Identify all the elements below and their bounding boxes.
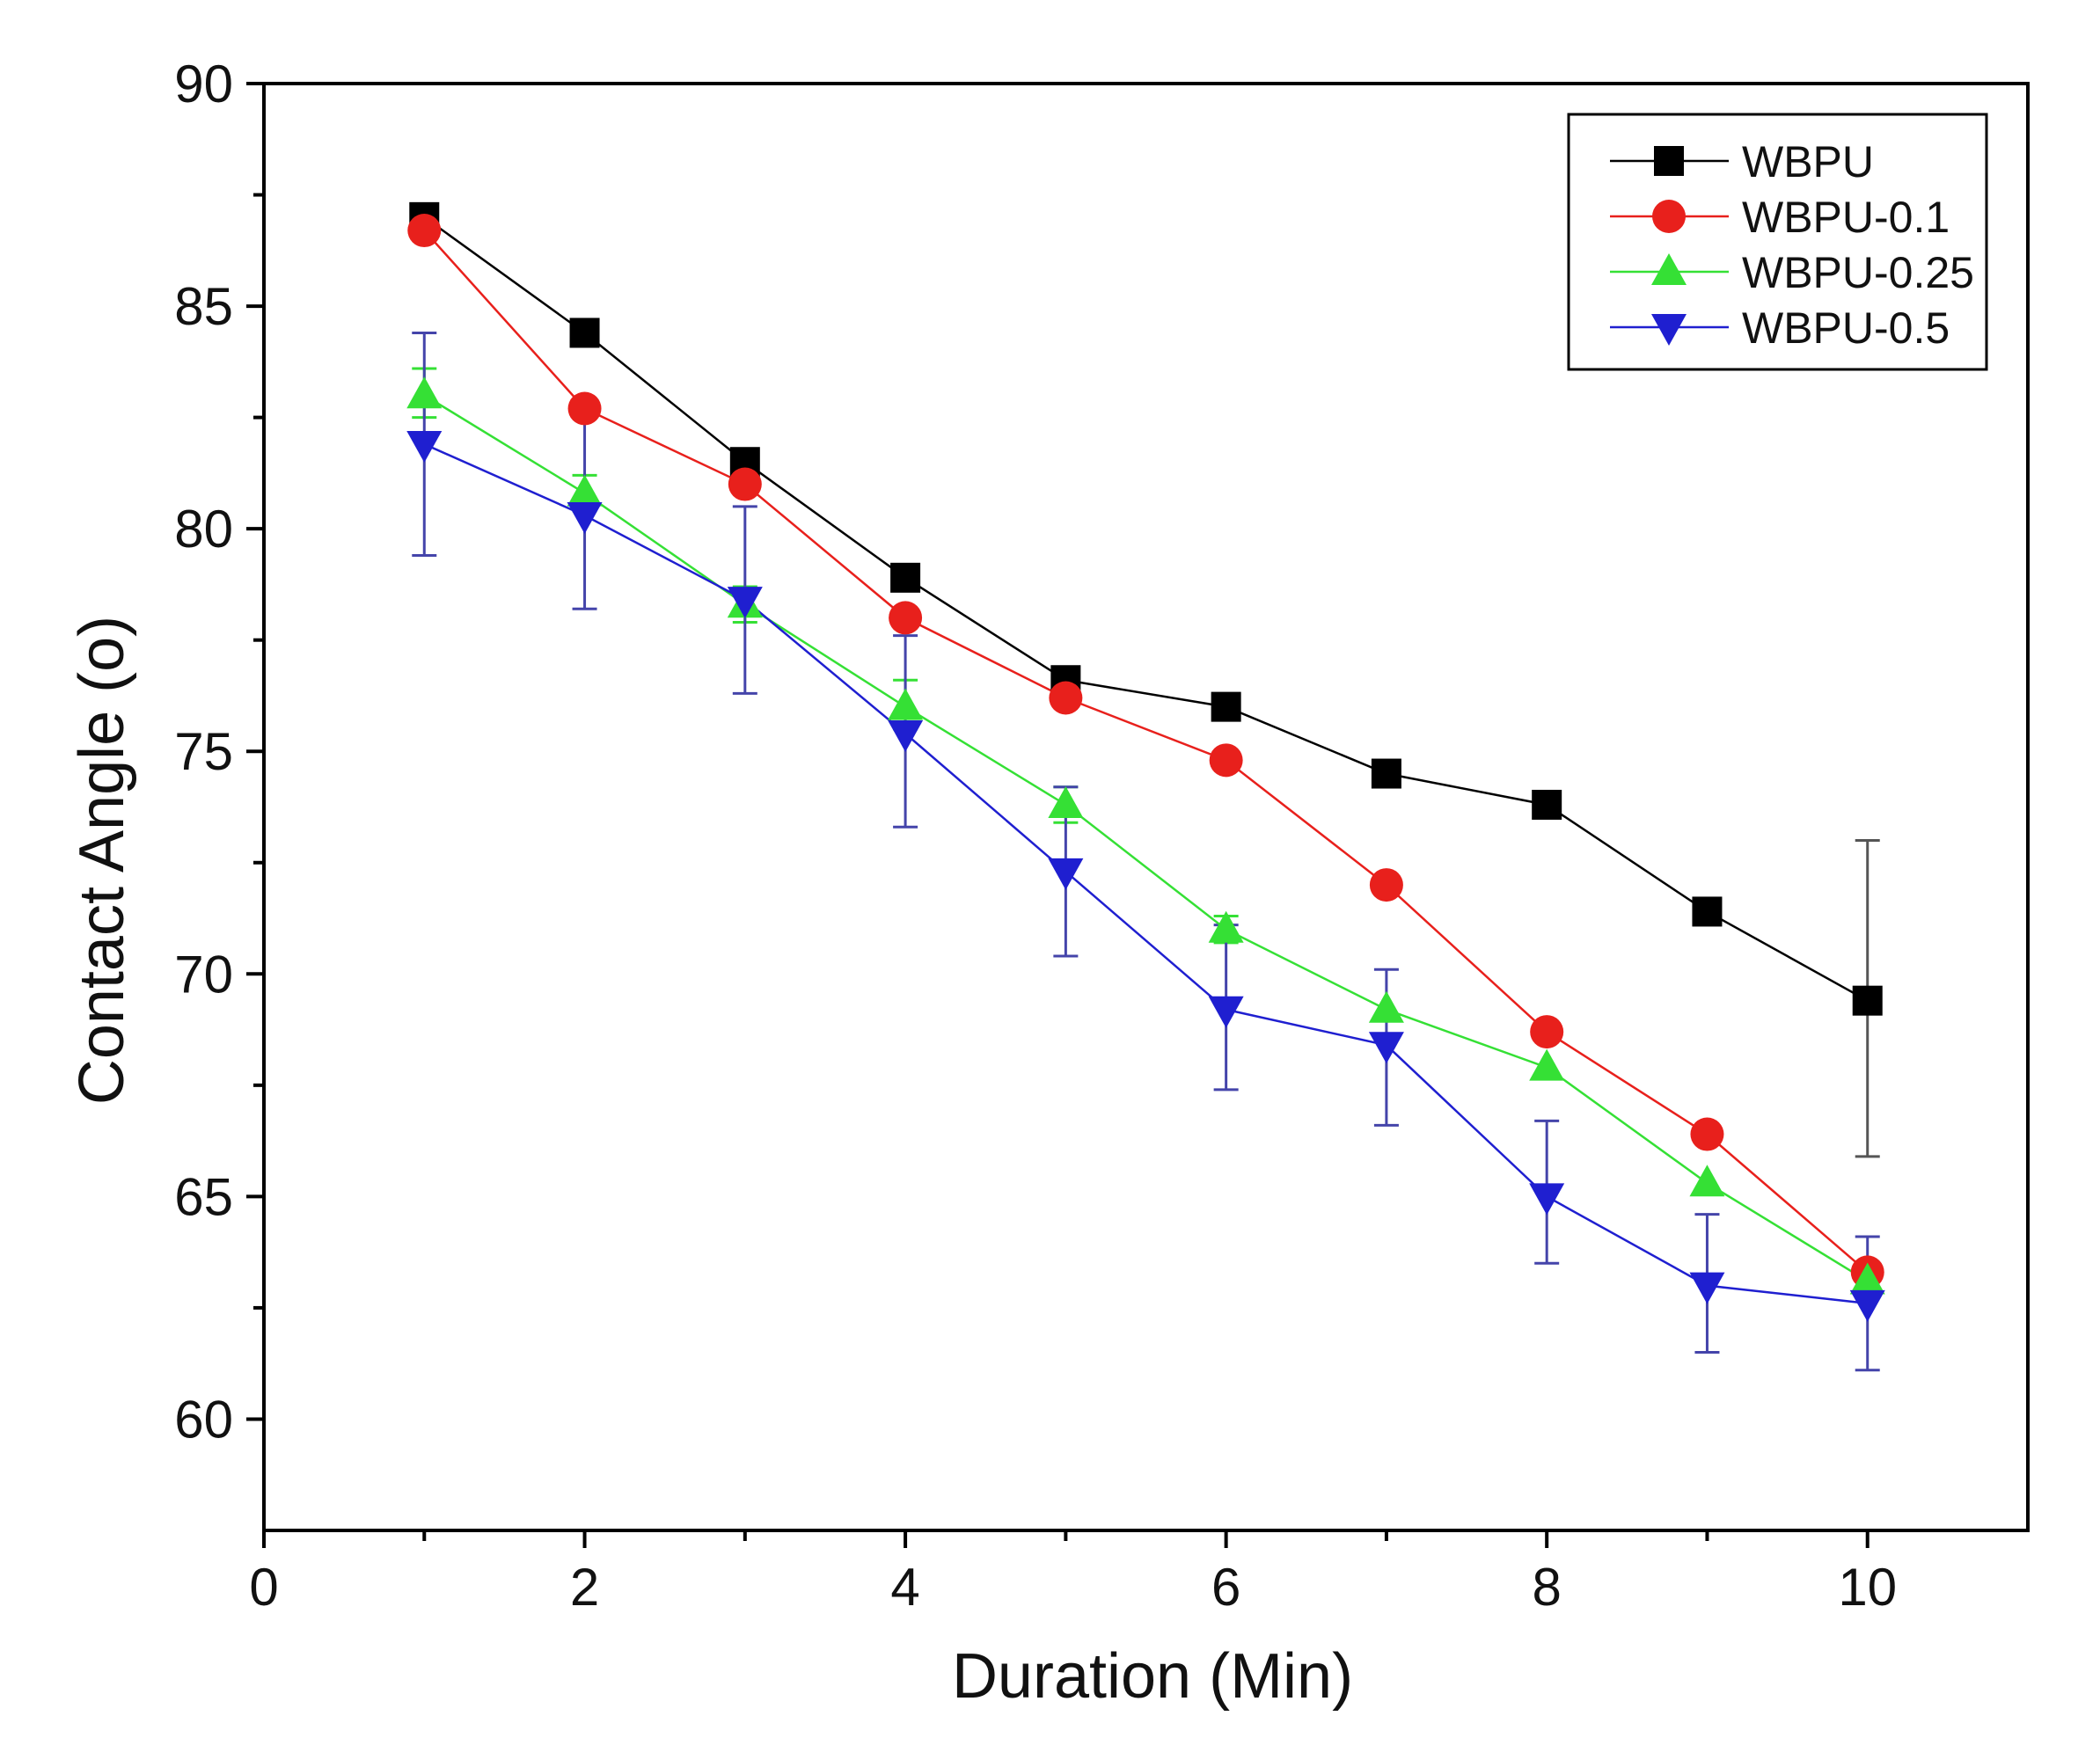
data-point: [1368, 1032, 1404, 1064]
y-tick-label: 60: [174, 1390, 233, 1449]
legend-marker: [1651, 253, 1687, 285]
series-markers: [406, 201, 1885, 1322]
data-point: [1689, 1165, 1725, 1197]
y-tick-label: 70: [174, 945, 233, 1004]
legend-label: WBPU-0.5: [1742, 303, 1950, 353]
plot-frame: [262, 82, 2030, 1532]
data-point: [1368, 990, 1404, 1023]
data-point: [569, 318, 600, 348]
legend-label: WBPU-0.25: [1742, 248, 1974, 297]
y-tick-label: 85: [174, 277, 233, 336]
legend-label: WBPU-0.1: [1742, 193, 1950, 242]
series-line-wbpu-0.5: [423, 442, 1868, 1305]
x-tick-label: 4: [890, 1558, 919, 1617]
data-point: [890, 562, 921, 593]
data-point: [888, 719, 924, 752]
data-point: [888, 688, 924, 720]
x-axis: 0 2 4 6 8 10: [249, 1530, 1897, 1617]
data-point: [1529, 1183, 1565, 1216]
x-tick-label: 0: [249, 1558, 278, 1617]
x-tick-label: 2: [570, 1558, 599, 1617]
legend-marker: [1651, 314, 1687, 346]
data-point: [1371, 758, 1401, 789]
data-point: [1692, 896, 1723, 927]
data-point: [1690, 1117, 1724, 1151]
x-tick-label: 6: [1211, 1558, 1240, 1617]
data-point: [1530, 1015, 1564, 1049]
data-point: [1369, 868, 1403, 902]
y-axis-title: Contact Angle (o): [67, 616, 137, 1105]
data-point: [1048, 785, 1084, 818]
data-point: [1529, 1048, 1565, 1081]
series-lines: [423, 215, 1869, 1305]
data-point: [1049, 681, 1083, 715]
legend-label: WBPU: [1742, 137, 1874, 186]
data-point: [1532, 789, 1562, 820]
y-axis: 60 65 70 75 80 85 90: [174, 55, 264, 1449]
data-point: [567, 474, 603, 507]
y-tick-label: 90: [174, 55, 233, 113]
data-point: [1208, 996, 1244, 1028]
data-point: [1209, 743, 1243, 778]
data-point: [1689, 1272, 1725, 1304]
legend: WBPU WBPU-0.1 WBPU-0.25 WBPU-0.5: [1567, 113, 1988, 371]
legend-marker: [1652, 200, 1686, 233]
data-point: [1208, 910, 1244, 943]
x-tick-label: 10: [1838, 1558, 1897, 1617]
x-tick-label: 8: [1532, 1558, 1561, 1617]
series-line-wbpu-0.25: [423, 394, 1869, 1282]
axes-group: [262, 82, 2030, 1532]
data-point: [1849, 1262, 1885, 1295]
error-bars: [412, 331, 1880, 1372]
data-point: [889, 601, 923, 635]
data-point: [728, 467, 762, 501]
data-point: [406, 430, 443, 463]
series-line-wbpu-0.1: [423, 230, 1869, 1274]
y-tick-label: 75: [174, 722, 233, 781]
data-point: [727, 587, 763, 619]
y-tick-label: 80: [174, 500, 233, 559]
y-tick-label: 65: [174, 1167, 233, 1226]
data-point: [1852, 985, 1883, 1016]
data-point: [567, 391, 602, 426]
data-point: [407, 214, 442, 248]
legend-marker: [1654, 146, 1684, 176]
x-axis-title: Duration (Min): [952, 1641, 1353, 1712]
series-line-wbpu: [423, 215, 1869, 1002]
data-point: [1211, 691, 1241, 722]
data-point: [406, 376, 443, 409]
data-point: [1048, 858, 1084, 890]
data-point: [1849, 1289, 1885, 1322]
data-point: [567, 501, 603, 534]
